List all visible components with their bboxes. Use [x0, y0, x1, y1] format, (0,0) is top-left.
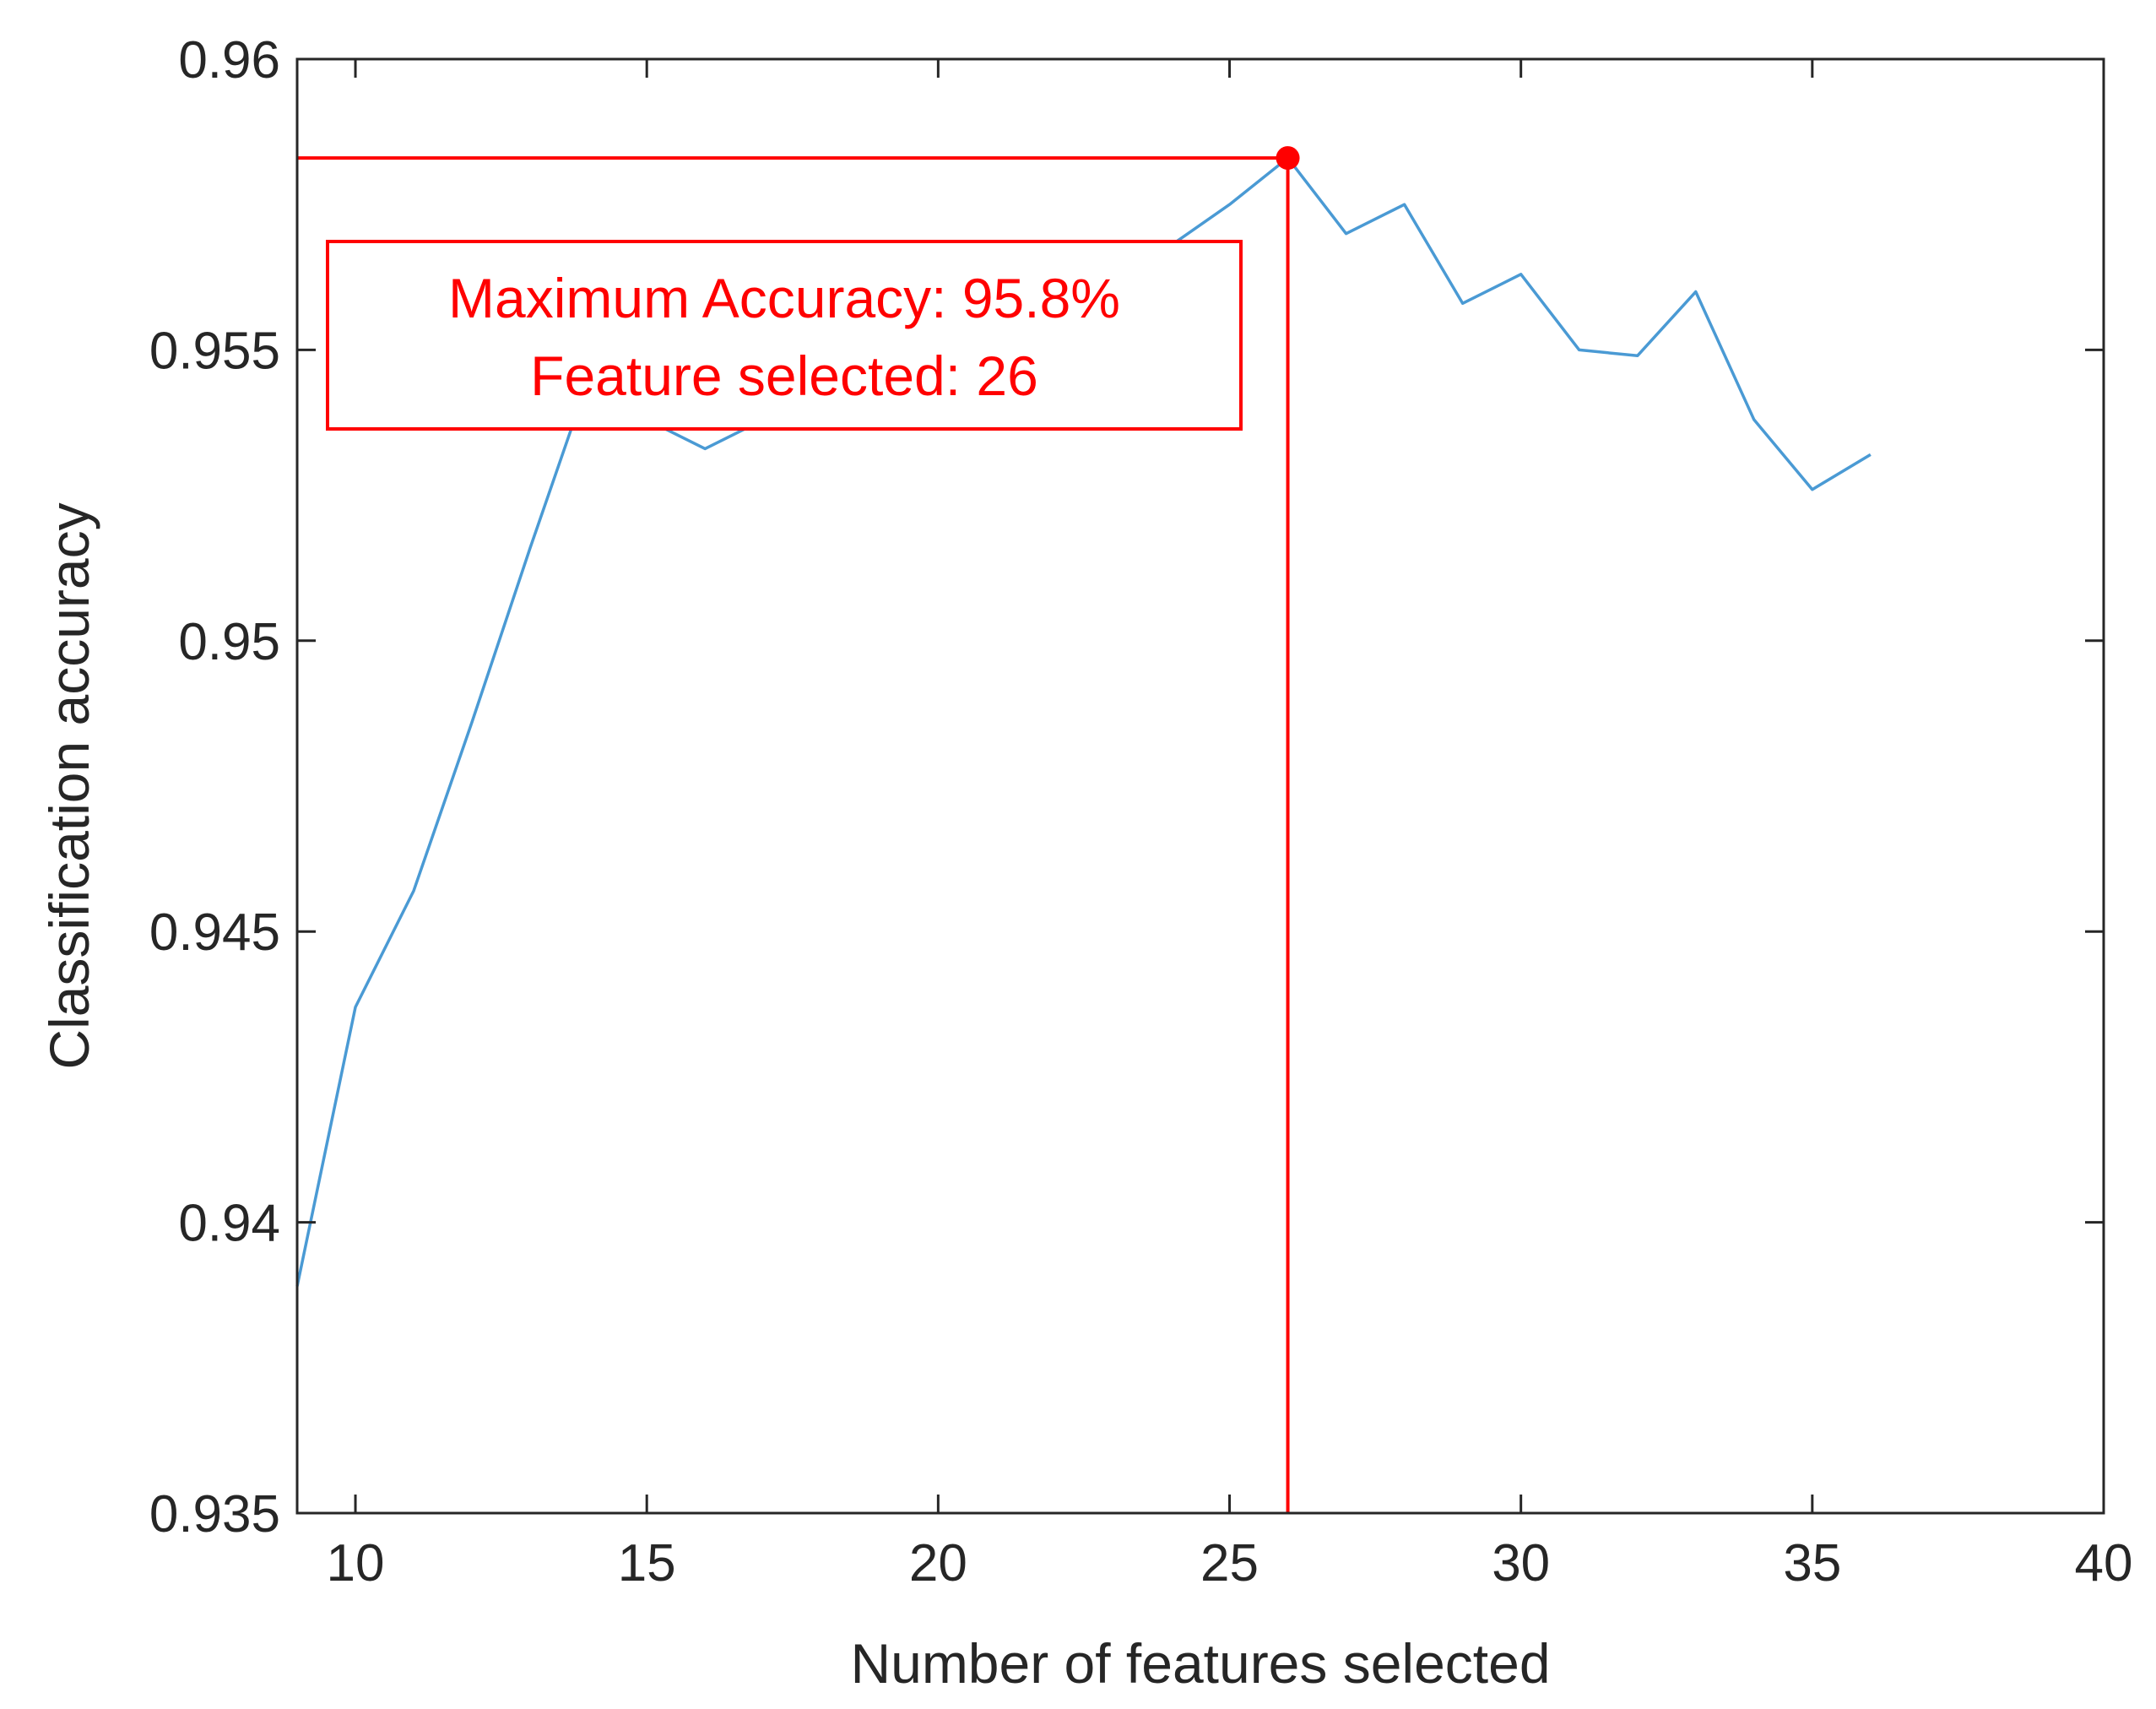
- annotation-layer: Maximum Accuracy: 95.8% Feature selected:…: [297, 146, 1300, 1513]
- plot-frame: [295, 57, 2105, 1515]
- x-tick-label: 30: [1492, 1534, 1550, 1592]
- annotation-feature-selected: Feature selected: 26: [530, 345, 1038, 407]
- max-point-marker: [1276, 146, 1300, 171]
- y-tick-label: 0.96: [178, 31, 280, 90]
- tick-layer: 10 15 20 25 30 35 40 0.935 0.94 0.945 0.95 0.955 0.9…: [149, 31, 2133, 1592]
- x-tick-label: 40: [2075, 1534, 2133, 1592]
- x-tick-label: 10: [327, 1534, 385, 1592]
- y-tick-label: 0.945: [149, 903, 280, 962]
- x-tick-label: 35: [1783, 1534, 1841, 1592]
- y-tick-label: 0.94: [178, 1195, 280, 1253]
- x-tick-label: 15: [618, 1534, 676, 1592]
- annotation-max-accuracy: Maximum Accuracy: 95.8%: [448, 267, 1120, 329]
- x-axis-label: Number of features selected: [850, 1632, 1550, 1695]
- y-axis-label: Classification accuracy: [38, 502, 100, 1069]
- y-tick-label: 0.95: [178, 613, 280, 671]
- y-tick-label: 0.935: [149, 1485, 280, 1544]
- y-tick-label: 0.955: [149, 322, 280, 380]
- annotation-box: [326, 240, 1243, 431]
- x-tick-label: 20: [909, 1534, 967, 1592]
- x-tick-label: 25: [1200, 1534, 1259, 1592]
